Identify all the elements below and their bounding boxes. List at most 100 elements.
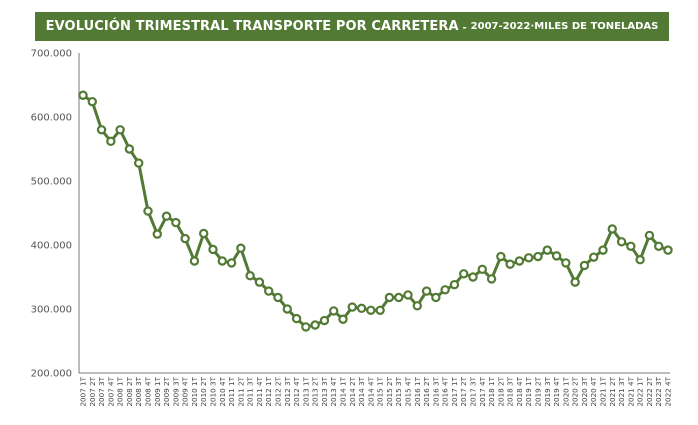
x-tick-label: 2014 4T [366, 376, 375, 406]
data-point [124, 144, 135, 154]
x-tick-label: 2012 4T [292, 376, 301, 406]
data-point [635, 255, 645, 265]
data-point [616, 237, 627, 247]
x-tick-label: 2021 4T [626, 376, 635, 406]
x-tick-label: 2018 3T [506, 376, 515, 406]
data-point [459, 269, 469, 279]
y-tick-label: 500.000 [31, 177, 72, 188]
x-tick-label: 2012 1T [264, 376, 273, 406]
data-point [245, 271, 255, 281]
data-point [598, 245, 608, 255]
chart-axes [78, 53, 670, 374]
x-tick-label: 2020 2T [571, 376, 580, 406]
data-point [143, 206, 153, 216]
x-tick-label: 2015 4T [404, 376, 413, 406]
data-point [115, 125, 125, 135]
data-point [589, 252, 599, 262]
data-point [477, 264, 487, 275]
x-tick-label: 2013 4T [329, 376, 338, 406]
data-point [310, 320, 320, 330]
x-axis-ticks: 2007 1T 2007 2T 2007 3T 2007 4T 2008 1T 2008 … [79, 376, 673, 406]
x-tick-label: 2017 2T [459, 376, 468, 406]
data-point [533, 251, 543, 262]
x-tick-label: 2016 3T [431, 376, 440, 406]
x-tick-label: 2019 1T [524, 376, 533, 406]
chart-subtitle-unit: MILES DE TONELADAS [534, 21, 659, 32]
data-point [96, 125, 107, 135]
chart-subtitle-period: 2007-2022 [470, 21, 531, 32]
x-tick-label: 2022 3T [654, 376, 663, 406]
x-tick-label: 2021 2T [608, 376, 617, 406]
x-tick-label: 2013 3T [320, 376, 329, 406]
data-point [106, 136, 116, 147]
data-point [338, 314, 348, 324]
data-point [329, 306, 339, 316]
x-tick-label: 2009 3T [171, 376, 180, 406]
data-point [375, 305, 385, 315]
data-point [366, 305, 376, 315]
data-point [208, 244, 218, 255]
x-tick-label: 2021 3T [617, 376, 626, 406]
x-tick-label: 2008 1T [116, 376, 125, 406]
y-tick-label: 600.000 [31, 113, 72, 124]
data-point [542, 245, 552, 255]
data-point [347, 302, 357, 312]
x-tick-label: 2015 1T [376, 376, 385, 406]
x-tick-label: 2009 4T [181, 376, 190, 406]
x-tick-label: 2007 2T [88, 376, 97, 406]
data-point [412, 301, 422, 311]
data-point [189, 256, 200, 266]
x-tick-label: 2016 2T [422, 376, 431, 406]
data-point [394, 292, 404, 303]
data-point [579, 260, 590, 271]
x-tick-label: 2010 2T [199, 376, 208, 406]
x-tick-label: 2016 4T [441, 376, 450, 406]
chart-title: EVOLUCIÓN TRIMESTRAL TRANSPORTE POR CARR… [45, 19, 459, 34]
x-tick-label: 2022 1T [636, 376, 645, 406]
x-tick-label: 2013 2T [311, 376, 320, 406]
x-tick-label: 2021 1T [599, 376, 608, 406]
x-tick-label: 2014 2T [348, 376, 357, 406]
x-tick-label: 2019 3T [543, 376, 552, 406]
x-tick-label: 2019 4T [552, 376, 561, 406]
y-tick-label: 200.000 [31, 369, 72, 380]
x-tick-label: 2010 1T [190, 376, 199, 406]
y-tick-label: 400.000 [31, 241, 72, 252]
data-point [496, 251, 506, 262]
data-point [626, 241, 636, 251]
data-point [254, 277, 265, 287]
x-tick-label: 2009 1T [153, 376, 162, 406]
x-tick-label: 2022 4T [664, 376, 673, 406]
data-point [644, 230, 655, 241]
x-tick-label: 2012 3T [283, 376, 292, 406]
x-tick-label: 2019 2T [534, 376, 543, 406]
chart-subtitle-separator: · [530, 21, 535, 32]
x-tick-label: 2013 1T [301, 376, 310, 406]
y-tick-label: 700.000 [31, 49, 72, 60]
data-point [273, 292, 283, 303]
chart-series [78, 90, 673, 332]
data-point [87, 96, 97, 107]
data-point [384, 292, 395, 303]
data-point [561, 258, 571, 268]
x-tick-label: 2014 1T [339, 376, 348, 406]
x-tick-label: 2011 3T [246, 376, 255, 406]
x-tick-label: 2020 4T [589, 376, 598, 406]
chart-title-separator: - [462, 19, 467, 34]
x-tick-label: 2011 2T [236, 376, 245, 406]
data-point [291, 313, 302, 324]
data-point [264, 286, 274, 296]
data-point [654, 241, 664, 251]
data-point [282, 304, 292, 314]
x-tick-label: 2016 1T [413, 376, 422, 406]
x-tick-label: 2012 2T [274, 376, 283, 406]
x-tick-label: 2007 1T [79, 376, 88, 406]
x-tick-label: 2007 4T [106, 376, 115, 406]
x-tick-label: 2010 4T [218, 376, 227, 406]
data-point [524, 253, 534, 263]
data-point [486, 274, 497, 284]
data-point [551, 251, 562, 261]
data-point [607, 224, 617, 234]
x-tick-label: 2007 3T [97, 376, 106, 406]
data-point [570, 277, 580, 287]
